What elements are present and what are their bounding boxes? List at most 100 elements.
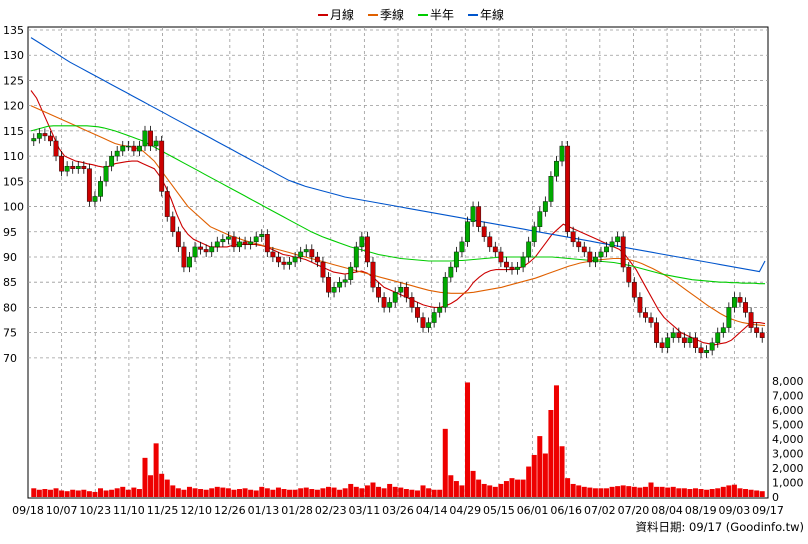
volume-bar: [414, 490, 420, 497]
candle-body: [665, 337, 671, 348]
volume-bar: [275, 487, 281, 497]
candle-body: [364, 236, 370, 263]
candle-body: [626, 266, 632, 283]
candle-body: [654, 322, 659, 343]
candle-body: [81, 165, 87, 169]
volume-bar: [431, 489, 437, 497]
candle-body: [181, 246, 187, 268]
volume-bar: [626, 486, 632, 497]
volume-bar: [553, 385, 559, 497]
volume-bar: [548, 410, 554, 497]
price-tick-label: 120: [3, 100, 24, 113]
legend-label-2: 半年: [430, 8, 454, 22]
price-tick-label: 85: [3, 276, 17, 289]
x-tick-label: 08/19: [685, 504, 717, 517]
candle-body: [465, 221, 470, 243]
volume-bar: [381, 488, 387, 497]
candle-body: [748, 312, 754, 328]
candle-body: [587, 251, 593, 263]
candle-body: [148, 130, 153, 147]
volume-bar: [492, 486, 498, 497]
price-tick-label: 100: [3, 201, 24, 214]
volume-bar: [754, 490, 760, 497]
volume-bar: [409, 489, 415, 497]
volume-bar: [620, 485, 626, 497]
x-tick-label: 08/04: [651, 504, 683, 517]
volume-bar: [59, 490, 65, 497]
volume-bar: [654, 486, 660, 497]
candle-body: [298, 251, 304, 258]
volume-bar: [281, 489, 287, 497]
candle-body: [248, 241, 254, 245]
volume-bar: [131, 487, 137, 497]
x-tick-label: 11/25: [147, 504, 179, 517]
ma-line-3: [30, 37, 766, 273]
volume-bar: [731, 484, 737, 497]
volume-tick-label: 7,000: [772, 390, 804, 403]
volume-bar: [337, 489, 343, 497]
candle-body: [687, 337, 693, 343]
volume-bar: [559, 446, 565, 497]
candle-body: [554, 160, 559, 177]
volume-tick-label: 0: [772, 491, 779, 504]
candle-body: [48, 135, 53, 142]
volume-bar: [31, 488, 37, 497]
candle-body: [192, 246, 198, 258]
volume-bar: [759, 491, 765, 497]
price-tick-label: 105: [3, 175, 24, 188]
volume-bar: [325, 486, 331, 497]
x-tick-label: 09/17: [752, 504, 784, 517]
volume-bar: [715, 488, 721, 497]
x-tick-label: 06/01: [517, 504, 549, 517]
volume-bar: [515, 479, 521, 497]
volume-bar: [659, 486, 665, 497]
candle-body: [754, 327, 760, 333]
x-tick-label: 12/10: [180, 504, 212, 517]
volume-bar: [665, 487, 671, 497]
volume-bar: [437, 489, 443, 497]
legend-label-0: 月線: [330, 7, 354, 22]
candle-body: [142, 130, 148, 147]
volume-bar: [225, 488, 231, 497]
candle-body: [75, 165, 81, 169]
price-tick-label: 80: [3, 301, 17, 314]
price-tick-label: 90: [3, 251, 17, 264]
candle-body: [492, 246, 498, 253]
candle-body: [309, 249, 315, 258]
candle-body: [453, 251, 459, 268]
candle-body: [125, 145, 131, 148]
volume-tick-label: 2,000: [772, 462, 804, 475]
volume-bar: [75, 490, 81, 497]
candle-body: [342, 279, 348, 283]
x-tick-label: 12/26: [214, 504, 246, 517]
x-tick-label: 01/28: [281, 504, 313, 517]
candle-body: [659, 342, 665, 348]
volume-bar: [298, 488, 304, 497]
grid-lines: [28, 27, 768, 498]
candle-body: [759, 332, 765, 338]
x-tick-label: 10/07: [46, 504, 78, 517]
candle-body: [537, 211, 543, 227]
volume-bar: [448, 475, 454, 497]
candle-body: [398, 287, 404, 293]
price-tick-label: 130: [3, 49, 24, 62]
volume-bars: [31, 382, 765, 497]
volume-bar: [192, 488, 198, 497]
candle-body: [376, 287, 381, 298]
candle-body: [98, 181, 103, 197]
volume-bar: [92, 491, 98, 497]
candle-body: [520, 256, 526, 268]
volume-bar: [376, 486, 382, 497]
volume-bar: [465, 382, 471, 497]
candle-body: [64, 165, 70, 172]
candle-body: [437, 307, 443, 313]
x-tick-label: 04/29: [449, 504, 481, 517]
candle-body: [542, 201, 548, 212]
volume-bar: [709, 489, 715, 497]
volume-bar: [598, 488, 604, 497]
volume-bar: [136, 489, 142, 497]
candle-body: [548, 176, 554, 202]
candle-body: [381, 297, 387, 308]
volume-bar: [743, 489, 749, 497]
